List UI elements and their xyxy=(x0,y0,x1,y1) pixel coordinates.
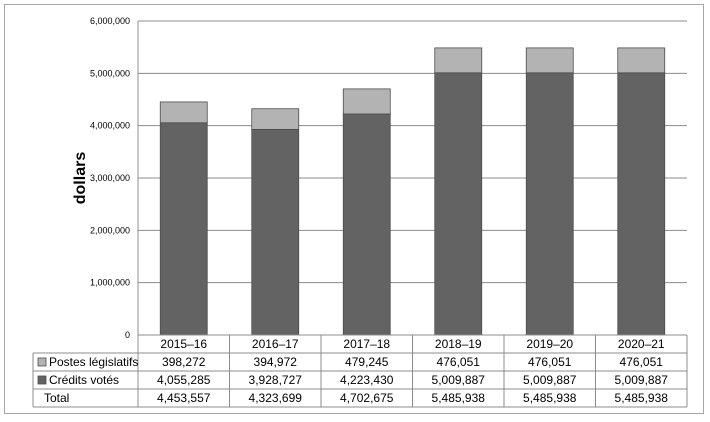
table-cell: 394,972 xyxy=(254,355,298,369)
table-cell: 5,009,887 xyxy=(615,373,669,387)
y-tick-label: 6,000,000 xyxy=(90,16,130,26)
table-cell: 5,485,938 xyxy=(615,391,669,405)
table-row-header: Total xyxy=(44,391,69,405)
table-cell: 479,245 xyxy=(345,355,389,369)
y-tick-label: 2,000,000 xyxy=(90,225,130,235)
table-cell: 4,323,699 xyxy=(249,391,303,405)
y-tick-label: 0 xyxy=(125,330,130,340)
table-cell: 476,051 xyxy=(620,355,664,369)
y-tick-label: 3,000,000 xyxy=(90,173,130,183)
y-tick-label: 5,000,000 xyxy=(90,68,130,78)
bar-segment xyxy=(617,72,666,336)
bar-segment xyxy=(342,88,391,115)
bar-segment xyxy=(159,122,208,336)
bar-segment xyxy=(159,101,208,124)
legend-swatch xyxy=(37,357,47,367)
bar-segment xyxy=(434,72,483,336)
bar-segment xyxy=(617,47,666,74)
table-cell: 398,272 xyxy=(162,355,206,369)
category-label: 2020–21 xyxy=(618,337,665,351)
category-label: 2019–20 xyxy=(526,337,573,351)
category-label: 2018–19 xyxy=(435,337,482,351)
table-row-header: Crédits votés xyxy=(49,373,119,387)
category-label: 2017–18 xyxy=(343,337,390,351)
bar-segment xyxy=(342,113,391,336)
table-cell: 4,055,285 xyxy=(157,373,211,387)
bar-segment xyxy=(525,47,574,74)
bar-segment xyxy=(434,47,483,74)
table-cell: 3,928,727 xyxy=(249,373,303,387)
gridlines xyxy=(138,20,687,336)
data-table: 2015–16 2016–17 2017–18 2018–19 2019–20 2020–… xyxy=(32,334,688,408)
table-cell: 5,009,887 xyxy=(523,373,577,387)
legend-swatch xyxy=(37,375,47,385)
y-tick-label: 1,000,000 xyxy=(90,278,130,288)
table-cell: 5,485,938 xyxy=(432,391,486,405)
table-cell: 4,453,557 xyxy=(157,391,211,405)
bar-group xyxy=(159,47,666,336)
table-cell: 476,051 xyxy=(528,355,572,369)
table-row-header: Postes législatifs xyxy=(49,355,138,369)
bar-segment xyxy=(251,108,300,130)
table-cell: 4,702,675 xyxy=(340,391,394,405)
y-tick-label: 4,000,000 xyxy=(90,121,130,131)
bar-segment xyxy=(525,72,574,336)
table-cell: 5,485,938 xyxy=(523,391,577,405)
category-label: 2016–17 xyxy=(252,337,299,351)
table-cell: 4,223,430 xyxy=(340,373,394,387)
category-label: 2015–16 xyxy=(160,337,207,351)
chart-frame: 0 1,000,000 2,000,000 3,000,000 4,000,000 5,0… xyxy=(4,4,704,414)
table-cell: 5,009,887 xyxy=(432,373,486,387)
bar-segment xyxy=(251,128,300,336)
stacked-bar-chart: 0 1,000,000 2,000,000 3,000,000 4,000,000 5,0… xyxy=(32,16,688,408)
y-axis-title: dollars xyxy=(72,152,89,205)
y-axis: 0 1,000,000 2,000,000 3,000,000 4,000,000 5,0… xyxy=(90,16,139,340)
table-cell: 476,051 xyxy=(437,355,481,369)
